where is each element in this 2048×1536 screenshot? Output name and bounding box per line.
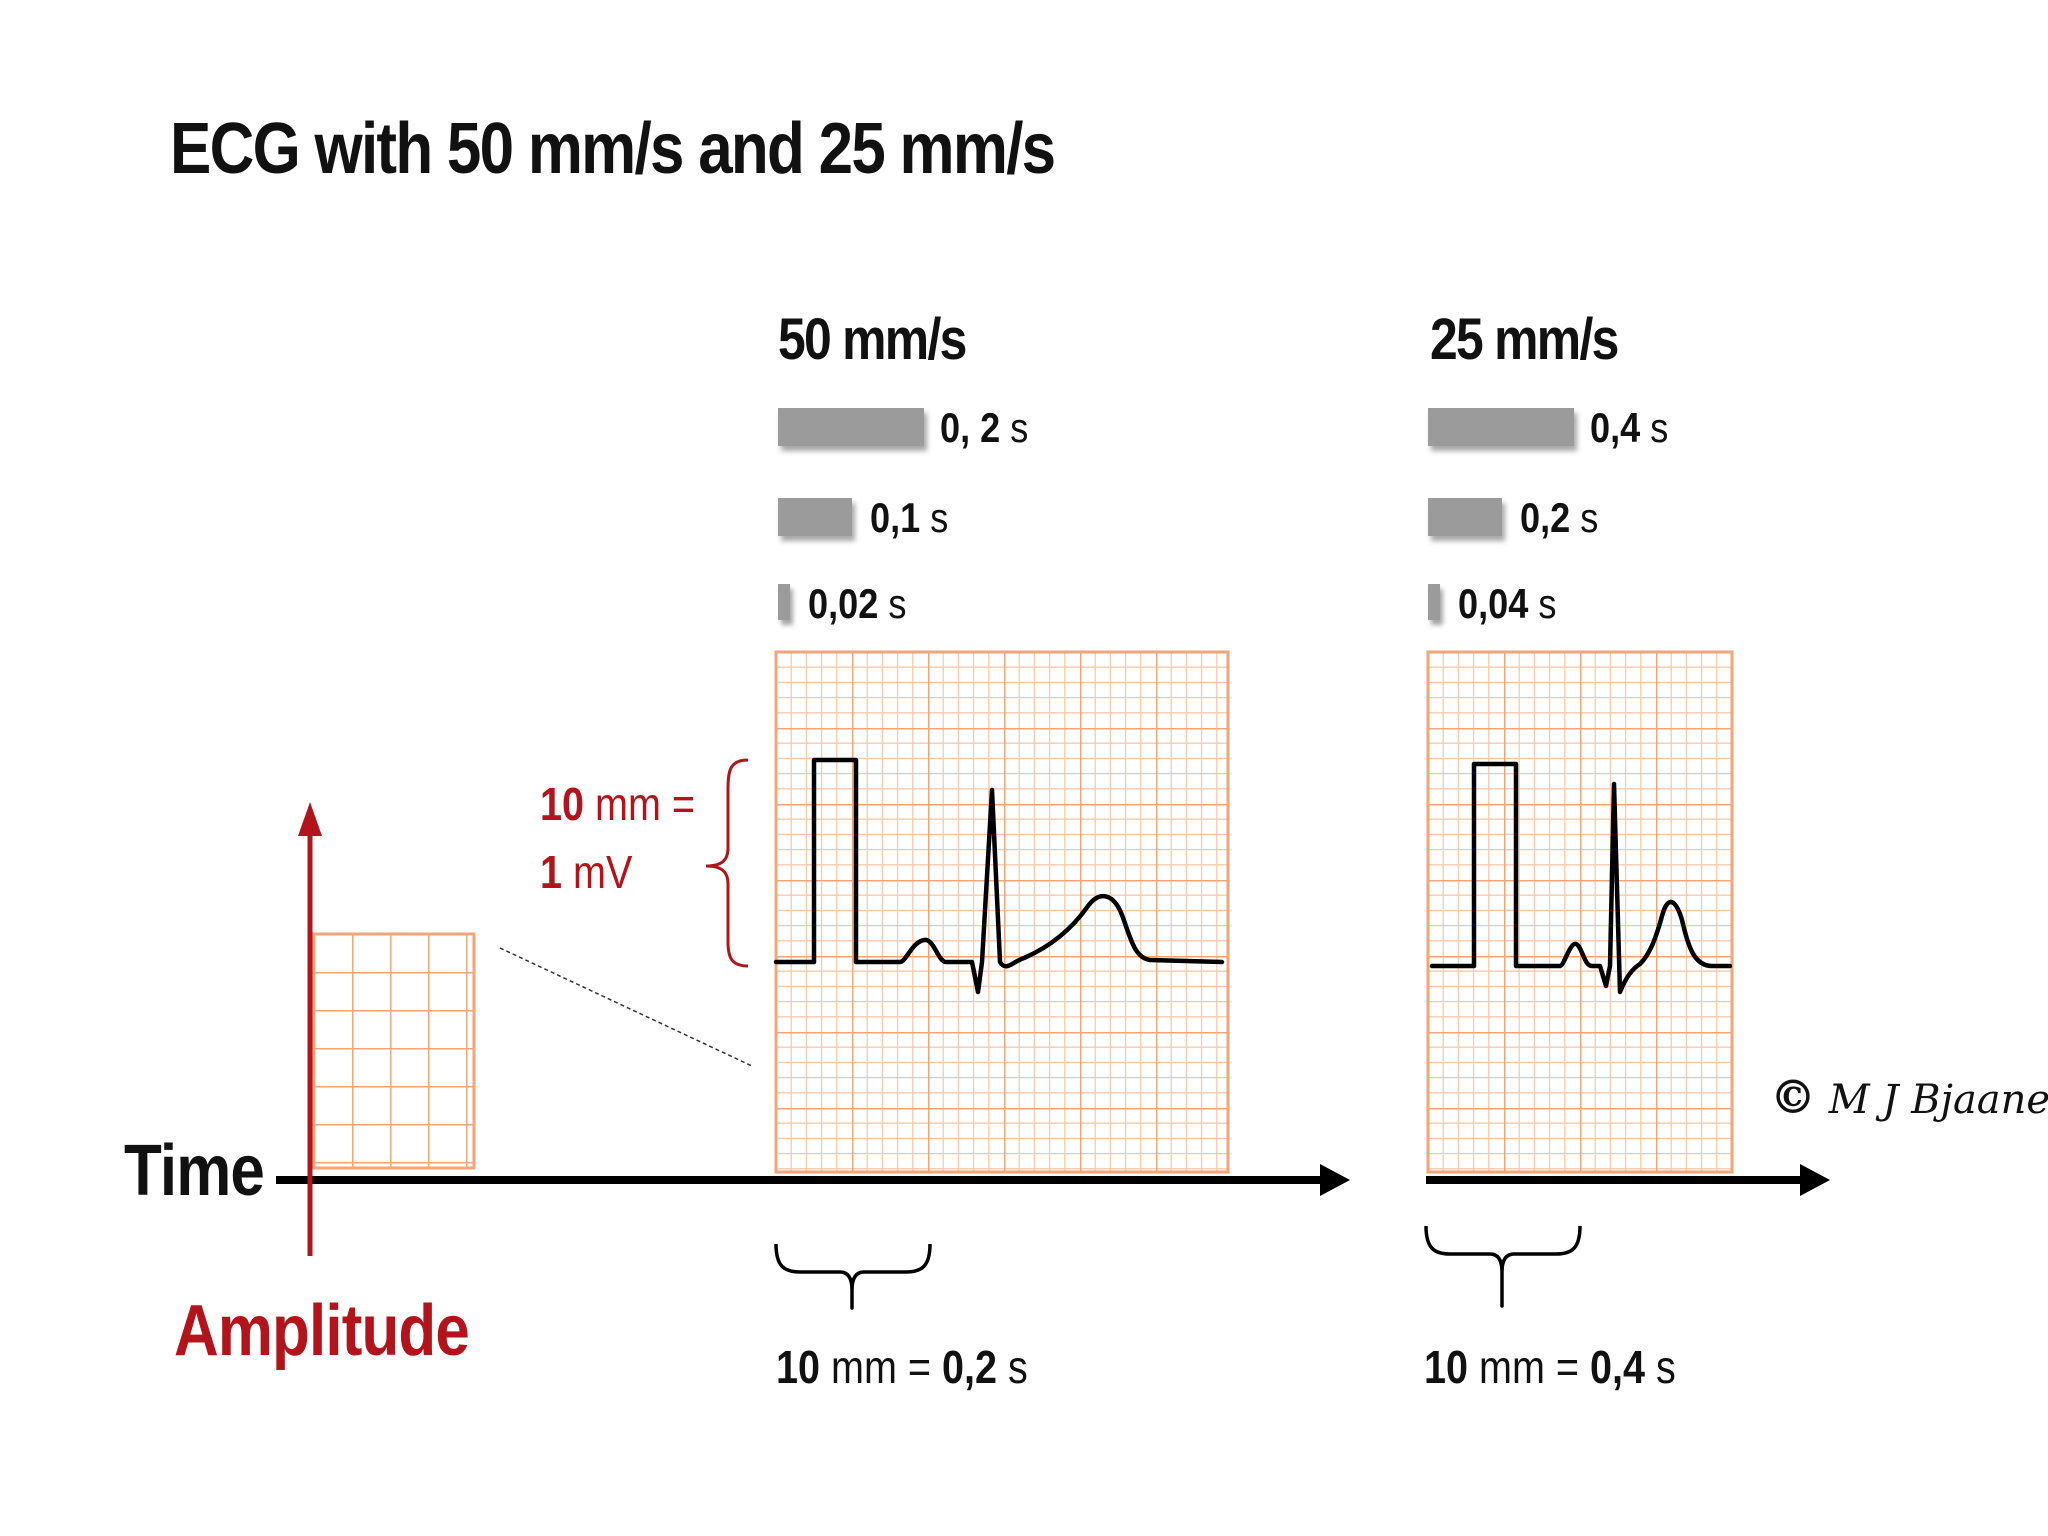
duration-label-50-large: 0, 2 s <box>940 404 1029 451</box>
panel-50-header: 50 mm/s <box>778 307 967 372</box>
duration-label-25-large: 0,4 s <box>1590 404 1669 451</box>
duration-bar-25-large <box>1428 408 1574 446</box>
ecg-trace-25 <box>1429 761 1733 995</box>
amplitude-axis-label: Amplitude <box>174 1291 470 1371</box>
calibration-label: 10 mm = 1 mV <box>540 778 696 898</box>
caption-25: 10 mm = 0,4 s <box>1424 1341 1676 1393</box>
duration-bar-50-large <box>778 408 924 446</box>
duration-bar-25-small <box>1428 584 1440 620</box>
time-axis-25-arrow <box>1800 1164 1830 1196</box>
ecg-grid-50 <box>774 650 1230 1174</box>
duration-label-50-small: 0,02 s <box>808 580 907 627</box>
duration-bar-25-medium <box>1428 498 1502 536</box>
amplitude-axis-arrow <box>298 802 322 836</box>
duration-label-25-small: 0,04 s <box>1458 580 1557 627</box>
calibration-brace <box>705 758 749 968</box>
duration-label-50-medium: 0,1 s <box>870 494 949 541</box>
brace-50 <box>774 1243 932 1310</box>
ecg-grid-sample <box>312 932 476 1170</box>
panel-25-header: 25 mm/s <box>1430 307 1619 372</box>
time-axis-label: Time <box>124 1131 265 1211</box>
caption-50: 10 mm = 0,2 s <box>776 1341 1028 1393</box>
page-title: ECG with 50 mm/s and 25 mm/s <box>170 109 1056 189</box>
time-axis-50-arrow <box>1320 1164 1350 1196</box>
duration-bar-50-small <box>778 584 790 620</box>
copyright-signature: © M J Bjaanes <box>1770 1070 2048 1124</box>
brace-25 <box>1424 1225 1582 1308</box>
ecg-trace-50 <box>773 757 1225 995</box>
zoom-line <box>499 947 753 1067</box>
duration-label-25-medium: 0,2 s <box>1520 494 1599 541</box>
duration-bar-50-medium <box>778 498 852 536</box>
